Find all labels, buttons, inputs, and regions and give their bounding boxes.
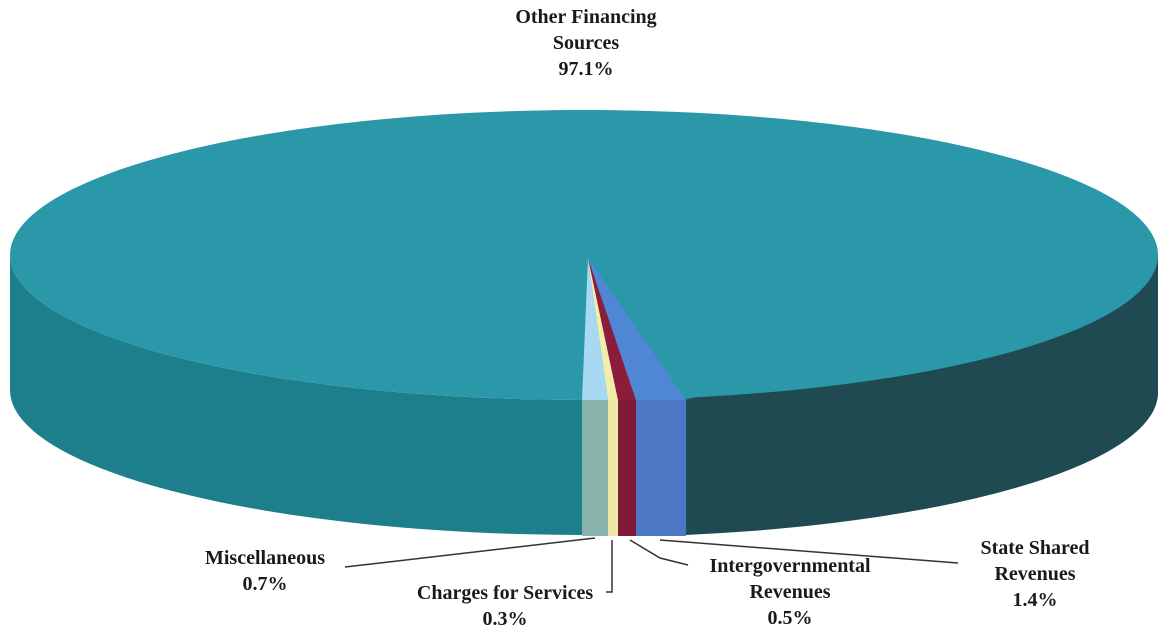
slice-label-miscellaneous: Miscellaneous 0.7% xyxy=(180,545,350,597)
slice-side-state xyxy=(636,400,686,536)
leader-line-charges xyxy=(606,540,613,593)
slice-label-line2: Sources xyxy=(552,32,620,54)
slice-label-line1: Miscellaneous xyxy=(205,547,325,569)
pie-top xyxy=(10,110,1158,400)
slice-label-value: 0.3% xyxy=(482,608,528,630)
slice-label-value: 1.4% xyxy=(1012,589,1058,611)
slice-label-line2: Revenues xyxy=(749,581,831,603)
slice-label-value: 0.5% xyxy=(767,607,813,629)
leader-line-misc xyxy=(344,537,596,568)
slice-label-state-shared: State Shared Revenues 1.4% xyxy=(915,535,1155,613)
slice-label-line1: Charges for Services xyxy=(416,582,594,604)
slice-side-charges xyxy=(608,400,618,536)
slice-top-state xyxy=(588,258,686,400)
slice-label-line1: Other Financing xyxy=(515,6,657,28)
slice-label-value: 0.7% xyxy=(242,573,288,595)
slice-top-misc xyxy=(582,258,608,400)
slice-label-line1: Intergovernmental xyxy=(709,555,871,577)
slice-label-other-financing: Other Financing Sources 97.1% xyxy=(386,4,786,82)
slice-label-intergovernmental: Intergovernmental Revenues 0.5% xyxy=(680,553,900,631)
slice-side-misc xyxy=(582,400,608,536)
leader-line-state xyxy=(659,539,959,564)
leader-line-intergov xyxy=(629,539,689,566)
slice-label-value: 97.1% xyxy=(558,58,614,80)
slice-side-intergov xyxy=(618,400,636,536)
slice-label-line1: State Shared xyxy=(980,537,1090,559)
slice-label-line2: Revenues xyxy=(994,563,1076,585)
slice-label-charges-for-services: Charges for Services 0.3% xyxy=(385,580,625,632)
